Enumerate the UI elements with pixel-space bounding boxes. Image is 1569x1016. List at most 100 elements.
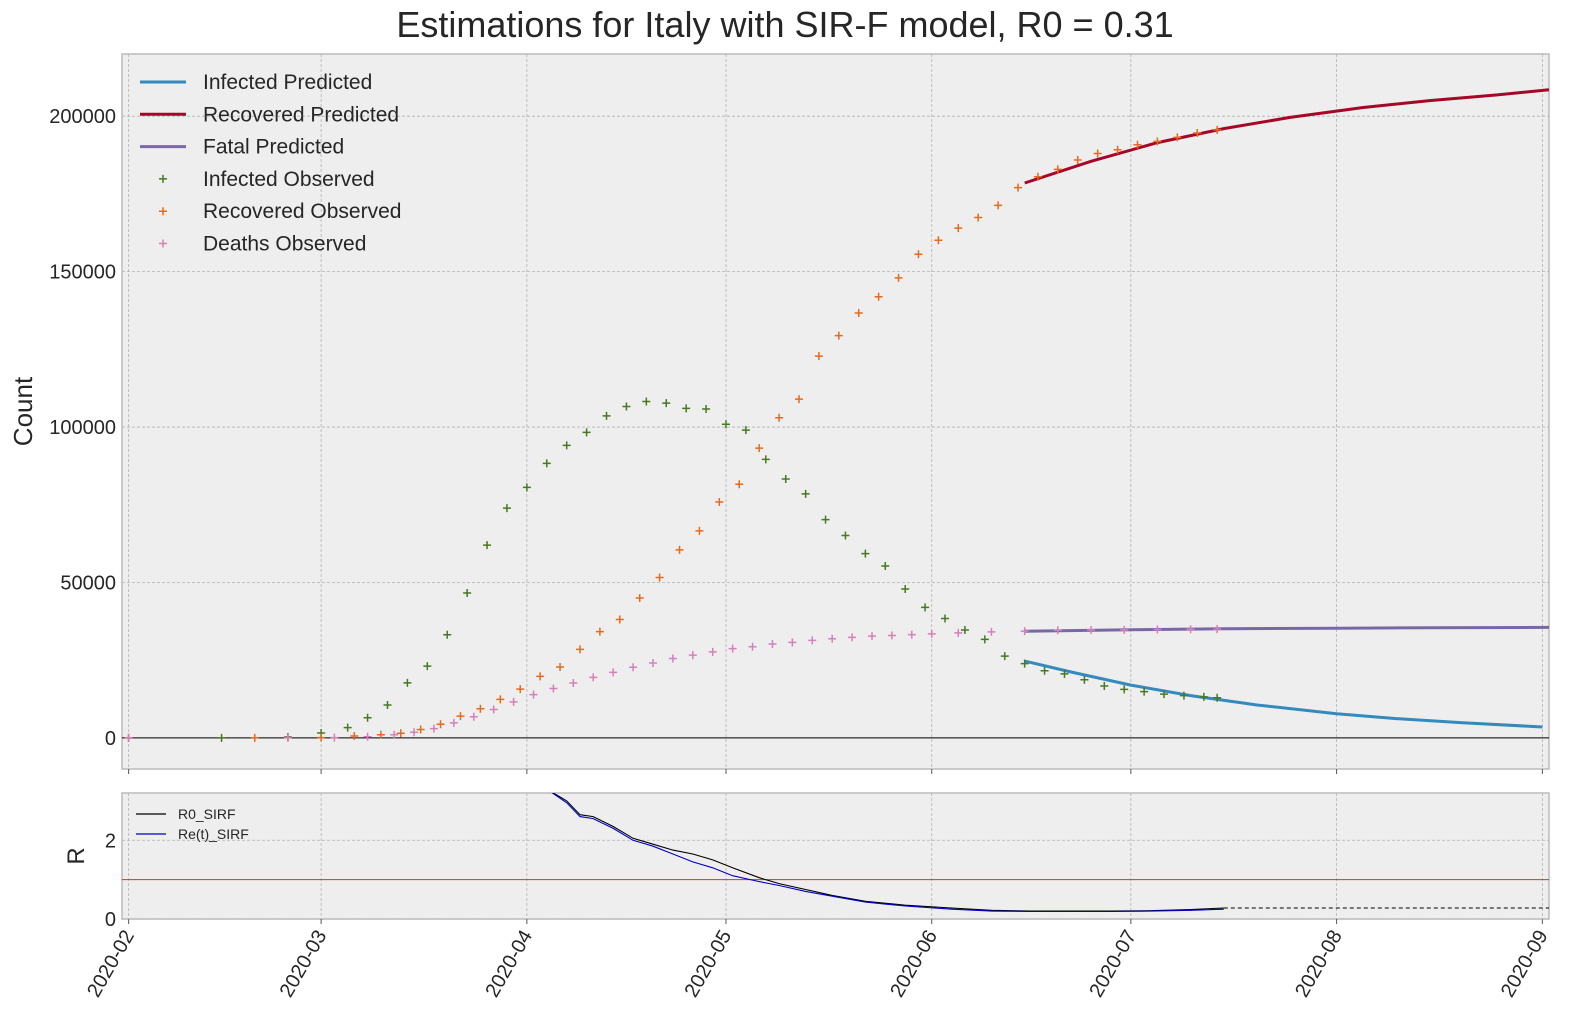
data-point: [622, 402, 631, 411]
data-point: [828, 634, 837, 643]
data-point: [1053, 165, 1062, 174]
data-point: [761, 455, 770, 464]
data-point: [1014, 183, 1023, 192]
data-point: [987, 627, 996, 636]
legend-marker: [159, 239, 167, 248]
data-point: [841, 531, 850, 540]
data-point: [410, 728, 419, 737]
data-point: [675, 545, 684, 554]
main-series-group: [124, 88, 1549, 742]
data-point: [1213, 693, 1222, 702]
data-point: [655, 573, 664, 582]
data-point: [609, 668, 618, 677]
data-point: [1179, 691, 1188, 700]
data-point: [595, 627, 604, 636]
r-series-group: [551, 793, 1549, 913]
data-point: [715, 497, 724, 506]
data-point: [403, 678, 412, 687]
x-tick-label: 2020-05: [681, 927, 737, 1002]
data-point: [1153, 625, 1162, 634]
data-point: [1120, 685, 1129, 694]
legend-label: Recovered Observed: [203, 200, 401, 223]
data-point: [994, 201, 1003, 210]
data-point: [974, 213, 983, 222]
data-point: [642, 397, 651, 406]
data-point: [1173, 133, 1182, 142]
data-point: [124, 733, 133, 742]
x-tick-label: 2020-02: [83, 927, 139, 1002]
data-point: [702, 405, 711, 414]
series-line-infected-predicted: [1024, 659, 1543, 729]
data-point: [1186, 625, 1195, 634]
data-point: [868, 632, 877, 641]
data-point: [343, 723, 352, 732]
y-axis-label: R: [63, 847, 90, 864]
data-point: [390, 730, 399, 739]
legend-label: Re(t)_SIRF: [178, 826, 249, 842]
data-point: [1193, 128, 1202, 137]
series-line-re-t-sirf: [551, 793, 1224, 913]
data-point: [436, 720, 445, 729]
r-panel-grid: [122, 793, 1549, 924]
data-point: [250, 733, 259, 742]
data-point: [668, 654, 677, 663]
data-point: [695, 526, 704, 535]
data-point: [1113, 145, 1122, 154]
data-point: [1073, 156, 1082, 165]
data-point: [1213, 625, 1222, 634]
x-tick-label: 2020-04: [481, 927, 537, 1002]
legend-marker: [159, 207, 167, 216]
data-point: [615, 615, 624, 624]
data-point: [662, 399, 671, 408]
legend-label: Deaths Observed: [203, 233, 366, 256]
data-point: [1060, 669, 1069, 678]
x-tick-label: 2020-03: [276, 927, 332, 1002]
data-point: [562, 441, 571, 450]
r-legend: R0_SIRF Re(t)_SIRF: [136, 806, 249, 842]
data-point: [363, 732, 372, 741]
data-point: [788, 638, 797, 647]
legend-marker: [159, 174, 167, 183]
data-point: [1053, 626, 1062, 635]
legend-label: Infected Observed: [203, 168, 375, 191]
data-point: [821, 515, 830, 524]
y-tick-label: 100000: [49, 417, 116, 439]
data-point: [1120, 625, 1129, 634]
data-point: [516, 685, 525, 694]
data-point: [728, 644, 737, 653]
data-point: [914, 250, 923, 259]
series-infected-observed: [124, 397, 1222, 742]
x-tick-label: 2020-08: [1291, 927, 1347, 1002]
data-point: [688, 651, 697, 660]
data-point: [449, 718, 458, 727]
main-legend: Infected Predicted Recovered Predicted Fat…: [140, 71, 401, 256]
data-point: [1140, 687, 1149, 696]
data-point: [396, 729, 405, 738]
data-point: [483, 541, 492, 550]
y-tick-label: 50000: [60, 572, 116, 594]
y-axis-label: Count: [8, 376, 38, 446]
data-point: [283, 733, 292, 742]
data-point: [509, 697, 518, 706]
legend-label: Infected Predicted: [203, 71, 372, 94]
data-point: [496, 695, 505, 704]
data-point: [874, 292, 883, 301]
data-point: [781, 474, 790, 483]
data-point: [934, 236, 943, 245]
data-point: [907, 630, 916, 639]
data-point: [542, 459, 551, 468]
data-point: [376, 730, 385, 739]
r-panel-background: [121, 792, 1550, 920]
data-point: [748, 642, 757, 651]
x-tick-label: 2020-09: [1497, 927, 1553, 1002]
data-point: [954, 628, 963, 637]
data-point: [1020, 627, 1029, 636]
data-point: [589, 673, 598, 682]
data-point: [383, 700, 392, 709]
data-point: [489, 705, 498, 714]
data-point: [463, 589, 472, 598]
data-point: [901, 585, 910, 594]
data-point: [476, 704, 485, 713]
y-tick-label: 200000: [49, 106, 116, 128]
data-point: [1033, 172, 1042, 181]
